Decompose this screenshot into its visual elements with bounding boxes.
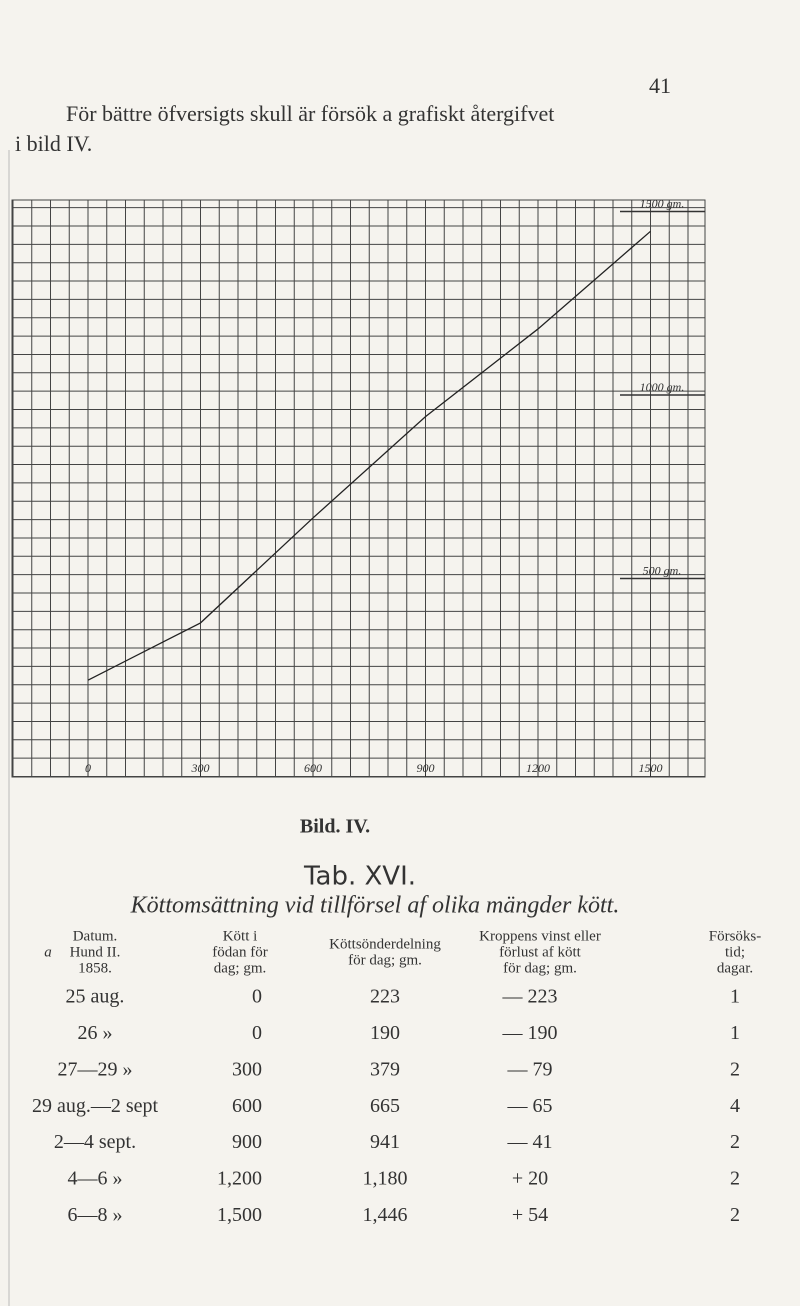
table-cell: — 65 bbox=[507, 1095, 553, 1117]
table-cell: 4 bbox=[730, 1095, 740, 1117]
y-tick-label: 1000 gm. bbox=[640, 380, 685, 394]
column-header: födan för bbox=[212, 944, 267, 960]
table-cell: 27—29 » bbox=[58, 1058, 133, 1080]
table-cell: — 190 bbox=[502, 1022, 558, 1044]
table-cell: 1 bbox=[730, 986, 740, 1008]
column-header: 1858. bbox=[78, 960, 112, 976]
figure-grid bbox=[11, 199, 706, 778]
table-cell: 190 bbox=[370, 1022, 400, 1044]
table-cell: 300 bbox=[232, 1058, 262, 1080]
table-cell: — 79 bbox=[507, 1058, 553, 1080]
table-cell: 223 bbox=[370, 986, 400, 1008]
data-line bbox=[87, 230, 651, 681]
table-cell: 6—8 » bbox=[68, 1204, 123, 1226]
table-cell: + 54 bbox=[512, 1204, 548, 1226]
column-header: förlust af kött bbox=[499, 944, 581, 960]
x-tick-label: 900 bbox=[417, 761, 435, 775]
x-tick-label: 300 bbox=[191, 761, 210, 775]
table-title: Köttomsättning vid tillförsel af olika m… bbox=[130, 893, 620, 919]
x-tick-label: 600 bbox=[304, 761, 322, 775]
y-tick-label: 1500 gm. bbox=[640, 196, 685, 210]
column-header: för dag; gm. bbox=[503, 960, 577, 976]
x-tick-label: 1500 bbox=[639, 761, 663, 775]
x-tick-label: 0 bbox=[85, 761, 91, 775]
table-cell: 941 bbox=[370, 1131, 400, 1153]
table-cell: 2 bbox=[730, 1131, 740, 1153]
intro-line: För bättre öfversigts skull är försök a … bbox=[66, 101, 554, 126]
table-cell: — 223 bbox=[502, 986, 558, 1008]
table-label: Tab. XVI. bbox=[303, 862, 416, 892]
table-cell: 600 bbox=[232, 1095, 262, 1117]
grid-frame bbox=[11, 199, 706, 778]
table-cell: 1,200 bbox=[217, 1168, 262, 1190]
table-cell: 1,446 bbox=[363, 1204, 408, 1226]
table-cell: 2 bbox=[730, 1204, 740, 1226]
table-cell: 26 » bbox=[78, 1022, 113, 1044]
column-header: dagar. bbox=[717, 960, 753, 976]
table-cell: 379 bbox=[370, 1058, 400, 1080]
table-cell: 1 bbox=[730, 1022, 740, 1044]
column-header: Försöks- bbox=[709, 928, 762, 944]
intro-line: i bild IV. bbox=[15, 131, 92, 156]
x-tick-label: 1200 bbox=[526, 761, 550, 775]
column-header: för dag; gm. bbox=[348, 952, 422, 968]
table-cell: 4—6 » bbox=[68, 1168, 123, 1190]
table-cell: 25 aug. bbox=[66, 986, 125, 1008]
column-header: Hund II. bbox=[70, 944, 121, 960]
column-header: dag; gm. bbox=[214, 960, 267, 976]
table-cell: — 41 bbox=[507, 1131, 553, 1153]
table-cell: 1,180 bbox=[363, 1168, 408, 1190]
table-cell: + 20 bbox=[512, 1168, 548, 1190]
page-number: 41 bbox=[649, 73, 671, 98]
figure-caption: Bild. IV. bbox=[300, 816, 370, 838]
table-cell: 2—4 sept. bbox=[54, 1131, 136, 1153]
table-cell: 2 bbox=[730, 1168, 740, 1190]
table-cell: 665 bbox=[370, 1095, 400, 1117]
column-header: Kött i bbox=[223, 928, 258, 944]
column-header: Kroppens vinst eller bbox=[479, 928, 601, 944]
table-cell: 29 aug.—2 sept bbox=[32, 1095, 159, 1117]
column-header: Datum. bbox=[73, 928, 118, 944]
column-header: tid; bbox=[725, 944, 745, 960]
table-cell: 1,500 bbox=[217, 1204, 262, 1226]
table-cell: 0 bbox=[252, 986, 262, 1008]
table-cell: 900 bbox=[232, 1131, 262, 1153]
table-cell: 2 bbox=[730, 1058, 740, 1080]
y-tick-label: 500 gm. bbox=[643, 563, 682, 577]
column-header: Köttsönderdelning bbox=[329, 936, 441, 952]
table-marker: a bbox=[44, 944, 52, 960]
table-cell: 0 bbox=[252, 1022, 262, 1044]
